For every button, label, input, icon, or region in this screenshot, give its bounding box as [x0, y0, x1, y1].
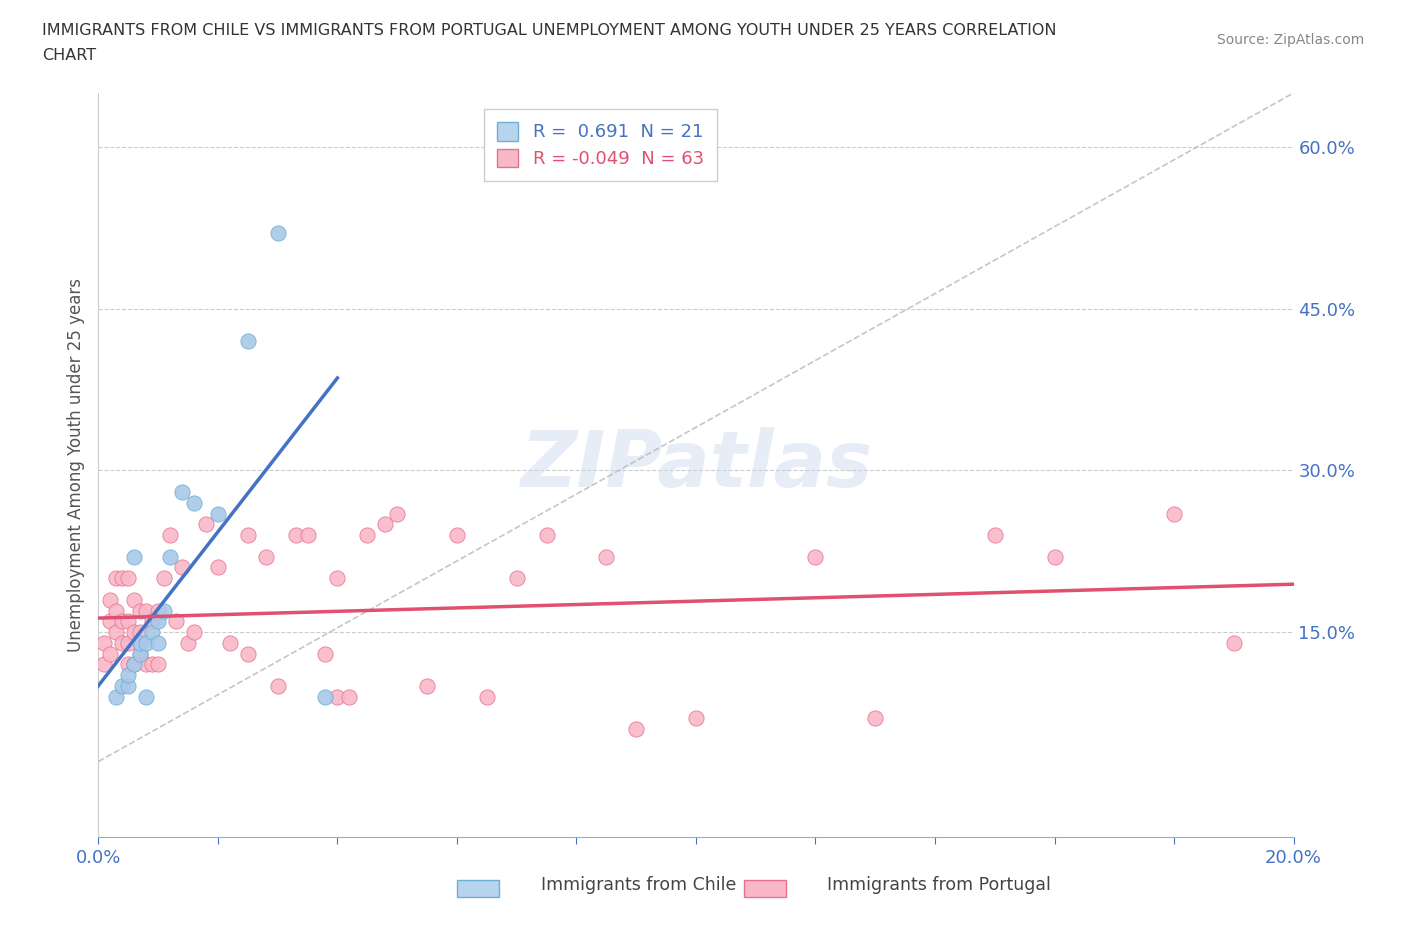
Point	[129, 635, 152, 650]
Point	[148, 604, 170, 618]
Point	[111, 679, 134, 694]
Point	[105, 571, 128, 586]
Point	[148, 614, 170, 629]
Point	[595, 550, 617, 565]
Point	[165, 614, 187, 629]
Y-axis label: Unemployment Among Youth under 25 years: Unemployment Among Youth under 25 years	[66, 278, 84, 652]
Point	[984, 527, 1007, 542]
Point	[135, 689, 157, 704]
Point	[326, 571, 349, 586]
Text: ZIPatlas: ZIPatlas	[520, 427, 872, 503]
Point	[124, 550, 146, 565]
FancyBboxPatch shape	[457, 880, 499, 897]
Point	[141, 625, 163, 640]
Point	[385, 506, 409, 521]
Point	[148, 635, 170, 650]
Point	[536, 527, 558, 542]
Point	[105, 689, 128, 704]
Point	[267, 226, 290, 241]
Point	[236, 334, 259, 349]
Point	[141, 614, 163, 629]
Point	[135, 635, 157, 650]
Point	[506, 571, 529, 586]
Point	[93, 657, 115, 671]
Point	[416, 679, 439, 694]
Point	[141, 657, 163, 671]
Point	[117, 657, 139, 671]
Text: Immigrants from Chile: Immigrants from Chile	[541, 876, 735, 895]
Point	[315, 689, 337, 704]
Point	[129, 646, 152, 661]
Point	[626, 722, 648, 737]
Point	[98, 614, 122, 629]
Point	[172, 560, 194, 575]
Point	[111, 614, 134, 629]
Point	[98, 592, 122, 607]
Point	[124, 657, 146, 671]
Point	[446, 527, 468, 542]
Point	[284, 527, 307, 542]
Point	[207, 560, 229, 575]
Point	[153, 571, 176, 586]
Point	[111, 635, 134, 650]
Point	[195, 517, 218, 532]
Point	[254, 550, 277, 565]
Point	[315, 646, 337, 661]
Text: IMMIGRANTS FROM CHILE VS IMMIGRANTS FROM PORTUGAL UNEMPLOYMENT AMONG YOUTH UNDER: IMMIGRANTS FROM CHILE VS IMMIGRANTS FROM…	[42, 23, 1057, 38]
Point	[475, 689, 498, 704]
Point	[124, 592, 146, 607]
Point	[148, 657, 170, 671]
Point	[117, 635, 139, 650]
Point	[1223, 635, 1246, 650]
Point	[267, 679, 290, 694]
Point	[93, 635, 115, 650]
Legend: R =  0.691  N = 21, R = -0.049  N = 63: R = 0.691 N = 21, R = -0.049 N = 63	[484, 110, 717, 180]
FancyBboxPatch shape	[744, 880, 786, 897]
Point	[356, 527, 378, 542]
Point	[117, 679, 139, 694]
Point	[236, 527, 259, 542]
Text: Source: ZipAtlas.com: Source: ZipAtlas.com	[1216, 33, 1364, 46]
Point	[153, 604, 176, 618]
Point	[685, 711, 707, 725]
Point	[159, 527, 181, 542]
Point	[129, 604, 152, 618]
Point	[124, 657, 146, 671]
Point	[117, 571, 139, 586]
Point	[339, 689, 361, 704]
Point	[1043, 550, 1066, 565]
Point	[374, 517, 396, 532]
Point	[1163, 506, 1185, 521]
Point	[98, 646, 122, 661]
Point	[124, 625, 146, 640]
Point	[183, 496, 205, 511]
Point	[135, 657, 157, 671]
Point	[111, 571, 134, 586]
Point	[117, 614, 139, 629]
Point	[135, 604, 157, 618]
Text: CHART: CHART	[42, 48, 96, 63]
Point	[117, 668, 139, 683]
Point	[236, 646, 259, 661]
Point	[297, 527, 319, 542]
Point	[105, 604, 128, 618]
Point	[172, 485, 194, 499]
Point	[219, 635, 242, 650]
Point	[177, 635, 200, 650]
Text: Immigrants from Portugal: Immigrants from Portugal	[827, 876, 1052, 895]
Point	[326, 689, 349, 704]
Point	[865, 711, 887, 725]
Point	[129, 646, 152, 661]
Point	[804, 550, 827, 565]
Point	[207, 506, 229, 521]
Point	[129, 625, 152, 640]
Point	[105, 625, 128, 640]
Point	[159, 550, 181, 565]
Point	[183, 625, 205, 640]
